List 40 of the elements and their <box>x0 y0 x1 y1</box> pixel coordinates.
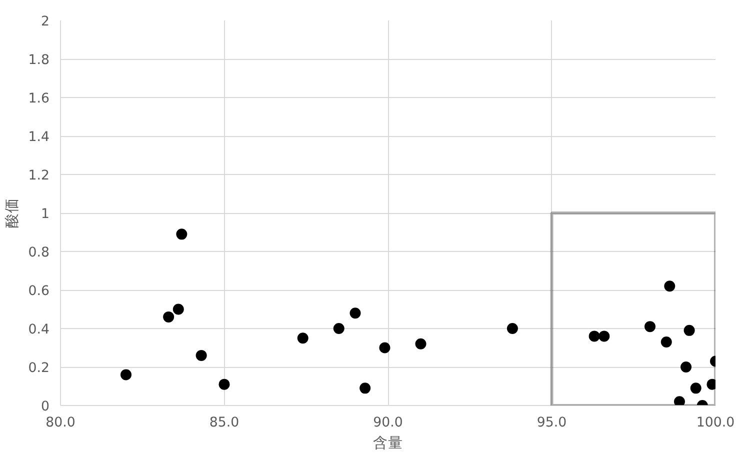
point <box>163 311 174 322</box>
y-tick-label: 1.6 <box>28 92 50 106</box>
point <box>350 308 361 319</box>
y-tick-label: 0.8 <box>28 246 50 260</box>
y-tick-label: 0.6 <box>28 284 50 299</box>
y-axis-title: 酸価 <box>3 198 20 228</box>
point <box>196 350 207 361</box>
y-tick-label: 1 <box>41 207 50 222</box>
point <box>176 228 188 240</box>
point <box>172 304 184 315</box>
x-tick-label: 90.0 <box>373 416 403 430</box>
point <box>690 382 702 394</box>
y-tick-label: 0.4 <box>28 322 50 338</box>
x-axis-title: 含量 <box>373 434 403 452</box>
point <box>644 321 656 332</box>
point <box>598 330 610 342</box>
point <box>506 323 518 334</box>
point <box>588 330 600 342</box>
x-tick-label: 80.0 <box>46 416 76 430</box>
y-tick-label: 1.4 <box>28 130 50 145</box>
point <box>684 324 695 336</box>
x-tick-label: 85.0 <box>209 416 240 430</box>
point <box>360 382 371 394</box>
y-tick-label: 1.2 <box>28 168 50 184</box>
point <box>674 396 685 406</box>
point <box>297 332 308 344</box>
x-tick-label: 95.0 <box>536 416 567 430</box>
point <box>120 369 132 380</box>
x-tick-label: 100.0 <box>696 416 735 430</box>
point <box>379 342 390 354</box>
point <box>415 338 426 350</box>
y-tick-label: 2 <box>41 14 50 30</box>
y-tick-label: 0.2 <box>28 361 50 376</box>
y-tick-label: 0 <box>41 400 50 414</box>
point <box>664 280 676 292</box>
point <box>660 336 672 348</box>
y-tick-label: 1.8 <box>28 53 50 68</box>
point <box>218 378 230 390</box>
point <box>333 323 344 334</box>
point <box>680 362 692 372</box>
